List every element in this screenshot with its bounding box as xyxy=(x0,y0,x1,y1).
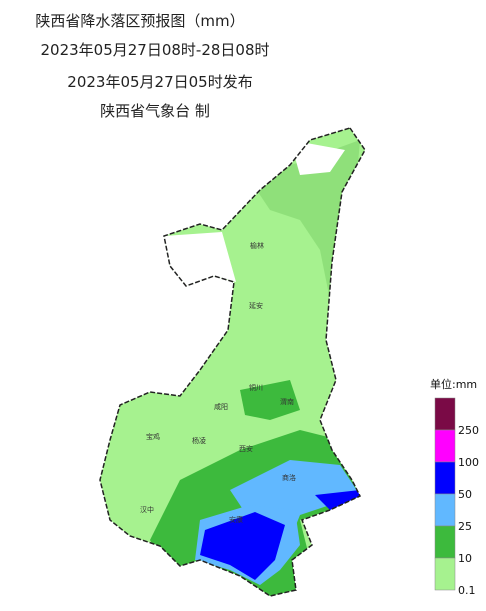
legend-swatch xyxy=(434,493,456,527)
legend-swatch xyxy=(434,525,456,559)
legend-label: 0.1 xyxy=(458,584,476,597)
city-label: 榆林 xyxy=(250,241,264,250)
legend-swatch xyxy=(434,397,456,431)
legend-swatch xyxy=(434,557,456,591)
city-label: 汉中 xyxy=(140,505,154,514)
legend-swatch xyxy=(434,429,456,463)
title: 陕西省降水落区预报图（mm） xyxy=(35,12,244,30)
city-label: 商洛 xyxy=(282,473,296,482)
legend-label: 100 xyxy=(458,456,479,469)
city-label: 铜川 xyxy=(249,383,263,392)
legend-label: 10 xyxy=(458,552,472,565)
city-label: 西安 xyxy=(239,444,253,453)
city-label: 延安 xyxy=(249,301,263,310)
city-label: 安康 xyxy=(229,515,243,524)
legend-title: 单位:mm xyxy=(430,377,477,391)
period: 2023年05月27日08时-28日08时 xyxy=(40,41,269,59)
province-border xyxy=(99,127,366,597)
city-label: 渭南 xyxy=(280,397,294,406)
city-label: 杨凌 xyxy=(192,436,206,445)
legend-label: 25 xyxy=(458,520,472,533)
city-label: 咸阳 xyxy=(214,402,228,411)
city-label: 宝鸡 xyxy=(146,432,160,441)
legend: 250 100 50 25 10 0.1 xyxy=(434,397,479,597)
legend-label: 50 xyxy=(458,488,472,501)
legend-label: 250 xyxy=(458,424,479,437)
legend-swatch xyxy=(434,461,456,495)
issued: 2023年05月27日05时发布 xyxy=(67,73,252,91)
issuer: 陕西省气象台 制 xyxy=(100,102,210,120)
